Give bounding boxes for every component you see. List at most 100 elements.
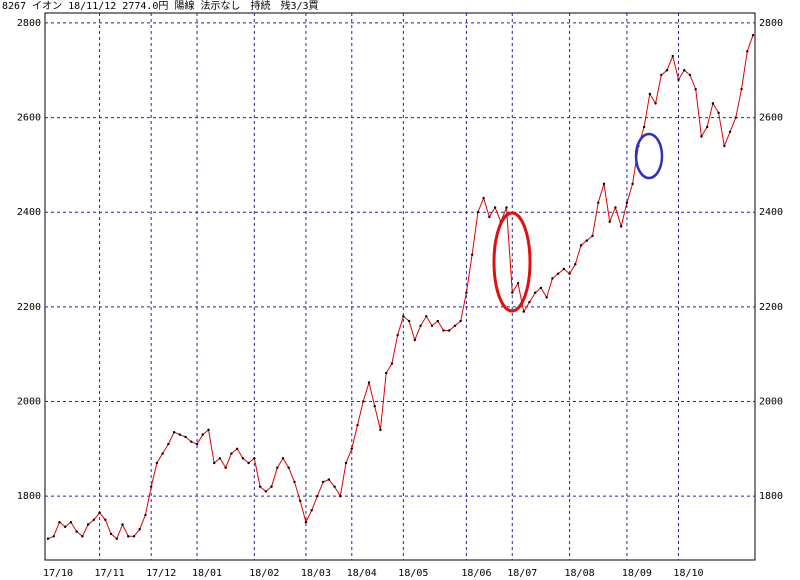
price-point — [321, 480, 325, 484]
price-point — [746, 50, 749, 53]
x-tick-label: 17/10 — [43, 568, 73, 579]
price-point — [207, 428, 210, 432]
price-point — [677, 78, 680, 81]
price-point — [717, 111, 720, 115]
price-point — [58, 520, 61, 524]
price-point — [362, 400, 365, 403]
x-tick-label: 18/10 — [673, 568, 703, 579]
price-point — [511, 291, 514, 294]
plot-frame — [44, 12, 756, 561]
price-point — [367, 381, 371, 384]
price-point — [121, 523, 124, 526]
price-point — [568, 272, 571, 275]
price-point — [407, 319, 411, 323]
price-point — [493, 206, 497, 209]
price-point — [642, 125, 646, 129]
price-point — [723, 144, 726, 148]
y-tick-label: 1800 — [17, 491, 41, 502]
y-tick-label-right: 1800 — [759, 491, 783, 502]
price-point — [562, 267, 566, 271]
price-point — [281, 457, 285, 460]
price-point — [270, 485, 273, 488]
price-point — [218, 457, 222, 460]
price-point — [304, 520, 308, 524]
chart-title: 8267 イオン 18/11/12 2774.0円 陽線 法示なし 持続 残3/… — [2, 0, 319, 12]
price-point — [167, 442, 170, 446]
price-point — [459, 319, 462, 323]
x-tick-label: 18/02 — [249, 568, 279, 579]
price-point — [516, 281, 520, 285]
price-point — [253, 457, 256, 460]
price-point — [195, 442, 199, 446]
price-point — [310, 509, 313, 512]
x-tick-label: 17/12 — [146, 568, 176, 579]
price-point — [425, 315, 428, 318]
price-point — [482, 196, 485, 200]
price-point — [591, 234, 594, 238]
price-point — [551, 277, 554, 280]
y-tick-label: 2400 — [17, 207, 41, 218]
price-point — [276, 466, 279, 469]
price-point — [448, 329, 451, 332]
y-tick-label-right: 2400 — [759, 207, 783, 218]
price-point — [602, 182, 606, 186]
price-point — [132, 535, 136, 538]
price-point — [247, 461, 250, 465]
price-point — [533, 291, 537, 294]
price-point — [75, 530, 78, 533]
price-point — [430, 324, 434, 327]
price-point — [488, 215, 491, 219]
price-point — [631, 182, 634, 186]
price-point — [665, 69, 669, 72]
price-point — [751, 34, 755, 37]
price-point — [373, 405, 376, 408]
price-point — [683, 69, 686, 72]
price-point — [224, 466, 227, 469]
price-point — [350, 447, 353, 451]
price-point — [396, 334, 399, 337]
price-point — [92, 518, 96, 521]
price-point — [230, 452, 233, 455]
price-point — [327, 478, 331, 481]
price-point — [63, 525, 67, 529]
price-point — [241, 457, 245, 460]
price-point — [465, 291, 468, 294]
y-tick-label-right: 2600 — [759, 113, 783, 124]
y-tick-label: 2600 — [17, 113, 41, 124]
price-point — [734, 116, 738, 119]
price-point — [235, 447, 239, 451]
price-point — [528, 300, 531, 304]
price-point — [316, 494, 319, 498]
price-point — [138, 528, 141, 531]
x-tick-label: 17/11 — [95, 568, 125, 579]
price-point — [149, 485, 153, 488]
x-tick-label: 18/01 — [192, 568, 222, 579]
price-point — [419, 324, 422, 327]
price-point — [694, 87, 697, 91]
y-tick-label: 2000 — [17, 396, 41, 407]
price-point — [69, 520, 73, 524]
price-point — [608, 220, 611, 223]
price-point — [539, 286, 543, 290]
price-point — [671, 54, 674, 58]
y-tick-label-right: 2800 — [759, 18, 783, 29]
price-point — [213, 461, 216, 465]
price-point — [384, 371, 388, 375]
price-point — [81, 535, 84, 538]
highlight-ellipse — [634, 132, 664, 180]
price-point — [585, 239, 588, 242]
price-point — [86, 523, 90, 526]
price-point — [264, 490, 268, 493]
x-tick-label: 18/04 — [347, 568, 377, 579]
price-point — [648, 92, 652, 96]
price-point — [505, 206, 508, 209]
price-point — [144, 513, 147, 517]
price-point — [104, 518, 107, 521]
price-point — [688, 73, 692, 77]
price-point — [522, 310, 525, 313]
price-point — [614, 206, 617, 209]
price-line — [47, 35, 754, 540]
price-point — [287, 466, 290, 469]
x-tick-label: 18/03 — [301, 568, 331, 579]
